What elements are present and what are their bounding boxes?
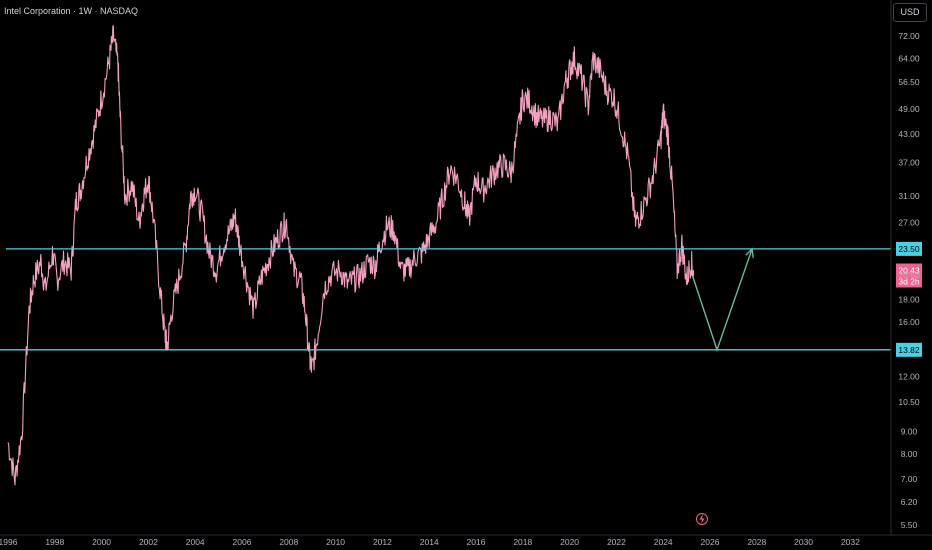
time-tick-label: 2020: [560, 537, 579, 547]
lightning-icon[interactable]: [696, 513, 708, 525]
time-tick-label: 2032: [841, 537, 860, 547]
event-marker-ring: [696, 513, 708, 525]
price-tick-label: 31.00: [898, 191, 920, 201]
time-tick-label: 2028: [747, 537, 766, 547]
price-tick-label: 64.00: [898, 53, 920, 63]
time-tick-label: 2024: [654, 537, 673, 547]
time-tick-label: 2026: [701, 537, 720, 547]
price-tick-label: 49.00: [898, 104, 920, 114]
price-tick-label: 6.20: [901, 497, 918, 507]
time-tick-label: 2022: [607, 537, 626, 547]
level-price-label: 13.82: [898, 345, 920, 355]
price-tick-label: 16.00: [898, 317, 920, 327]
level-price-tag: [896, 342, 922, 357]
time-tick-label: 2018: [513, 537, 532, 547]
time-tick-label: 2030: [794, 537, 813, 547]
price-tick-label: 8.00: [901, 449, 918, 459]
price-tick-label: 20.50: [898, 270, 920, 280]
time-tick-label: 2000: [92, 537, 111, 547]
time-tick-label: 2014: [420, 537, 439, 547]
price-tick-label: 72.00: [898, 31, 920, 41]
time-tick-label: 2016: [467, 537, 486, 547]
time-tick-label: 2006: [233, 537, 252, 547]
last-price-value: 20.43: [898, 266, 920, 276]
time-tick-label: 2008: [279, 537, 298, 547]
event-marker-bolt: [699, 514, 705, 524]
time-axis[interactable]: 1996 1998 2000 2002 2004 2006 2008 2010 2012 2014…: [0, 534, 932, 547]
price-tick-label: 9.00: [901, 426, 918, 436]
projection-path: [691, 248, 753, 352]
price-tick-label: 27.00: [898, 217, 920, 227]
last-price-tag: [896, 263, 922, 288]
price-tick-label: 12.00: [898, 372, 920, 382]
time-tick-label: 1996: [0, 537, 18, 547]
price-tick-label: 18.00: [898, 295, 920, 305]
price-tick-label: 10.50: [898, 397, 920, 407]
price-tick-label: 43.00: [898, 129, 920, 139]
level-price-label: 23.50: [898, 244, 920, 254]
plot-area[interactable]: [0, 25, 891, 525]
bar-countdown: 3d 2h: [898, 277, 920, 287]
level-price-tag: [896, 241, 922, 256]
time-tick-label: 2004: [186, 537, 205, 547]
time-tick-label: 1998: [45, 537, 64, 547]
price-tick-label: 37.00: [898, 158, 920, 168]
projection-arrowhead: [745, 247, 754, 258]
time-tick-label: 2012: [373, 537, 392, 547]
chart-title: Intel Corporation · 1W · NASDAQ: [4, 6, 139, 16]
currency-button[interactable]: USD: [893, 3, 927, 22]
price-series-line: [7, 25, 695, 486]
price-tick-label: 56.50: [898, 77, 920, 87]
price-tick-label: 5.50: [901, 520, 918, 530]
time-tick-label: 2010: [326, 537, 345, 547]
price-tick-label: 7.00: [901, 474, 918, 484]
time-tick-label: 2002: [139, 537, 158, 547]
